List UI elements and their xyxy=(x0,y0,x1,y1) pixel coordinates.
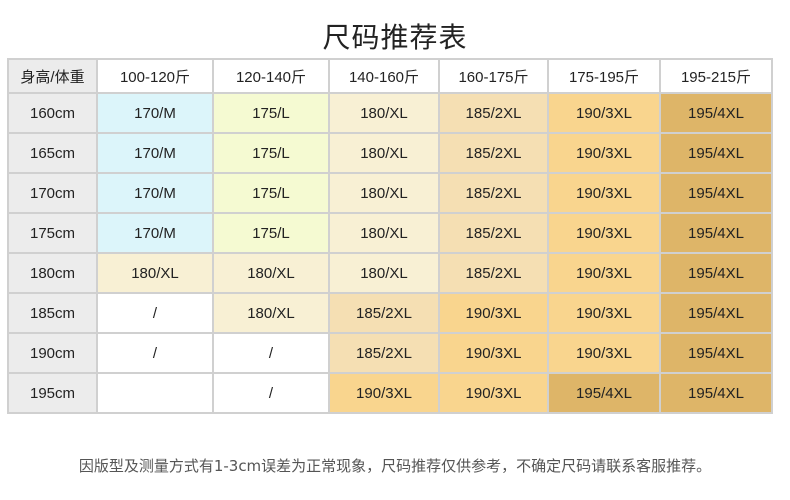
size-cell: / xyxy=(212,372,330,414)
size-cell: 170/M xyxy=(96,212,214,254)
size-cell: 190/3XL xyxy=(438,372,549,414)
row-header-height: 170cm xyxy=(7,172,98,214)
size-cell: 180/XL xyxy=(328,212,440,254)
table-row: 185cm/180/XL 185/2XL 190/3XL 190/3XL 195/4XL xyxy=(7,292,773,334)
table-row: 190cm //185/2XL 190/3XL 190/3XL 195/4XL xyxy=(7,332,773,374)
column-header: 175-195斤 xyxy=(547,58,661,94)
size-cell: 180/XL xyxy=(328,172,440,214)
size-cell: 190/3XL xyxy=(547,332,661,374)
size-cell: 190/3XL xyxy=(547,132,661,174)
size-cell: 195/4XL xyxy=(659,212,773,254)
size-cell: 190/3XL xyxy=(547,212,661,254)
size-cell: 185/2XL xyxy=(438,132,549,174)
corner-header: 身高/体重 xyxy=(7,58,98,94)
row-header-height: 165cm xyxy=(7,132,98,174)
column-header: 140-160斤 xyxy=(328,58,440,94)
size-cell: 195/4XL xyxy=(659,292,773,334)
size-chart-table: 身高/体重 100-120斤 120-140斤 140-160斤 160-175… xyxy=(7,58,773,414)
size-cell: 170/M xyxy=(96,172,214,214)
size-cell: 195/4XL xyxy=(659,332,773,374)
table-row: 195cm/190/3XL 190/3XL 195/4XL 195/4XL xyxy=(7,372,773,414)
size-cell: 190/3XL xyxy=(547,172,661,214)
row-header-height: 190cm xyxy=(7,332,98,374)
size-cell: 180/XL xyxy=(212,252,330,294)
size-cell: 185/2XL xyxy=(328,332,440,374)
size-cell: 190/3XL xyxy=(438,332,549,374)
size-cell: / xyxy=(212,332,330,374)
size-cell: 170/M xyxy=(96,92,214,134)
page-title: 尺码推荐表 xyxy=(322,21,468,54)
size-cell: 195/4XL xyxy=(659,132,773,174)
size-cell: 190/3XL xyxy=(328,372,440,414)
size-cell: 185/2XL xyxy=(438,172,549,214)
size-cell: 180/XL xyxy=(328,252,440,294)
table-row: 170cm 170/M 175/L 180/XL 185/2XL 190/3XL 195/4… xyxy=(7,172,773,214)
table-row: 165cm 170/M 175/L 180/XL 185/2XL 190/3XL 195/4… xyxy=(7,132,773,174)
size-cell: 180/XL xyxy=(328,92,440,134)
size-cell: 195/4XL xyxy=(659,92,773,134)
row-header-height: 175cm xyxy=(7,212,98,254)
row-header-height: 195cm xyxy=(7,372,98,414)
size-cell: 175/L xyxy=(212,132,330,174)
row-header-height: 180cm xyxy=(7,252,98,294)
size-cell: 190/3XL xyxy=(547,292,661,334)
size-cell: 190/3XL xyxy=(547,92,661,134)
size-cell: / xyxy=(96,292,214,334)
size-cell: 170/M xyxy=(96,132,214,174)
size-cell: 190/3XL xyxy=(438,292,549,334)
footnote: 因版型及测量方式有1-3cm误差为正常现象，尺码推荐仅供参考，不确定尺码请联系客… xyxy=(78,457,712,475)
size-cell: 180/XL xyxy=(212,292,330,334)
table-row: 175cm 170/M 175/L 180/XL 185/2XL 190/3XL 195/4… xyxy=(7,212,773,254)
row-header-height: 160cm xyxy=(7,92,98,134)
size-cell: 195/4XL xyxy=(659,372,773,414)
size-cell: 195/4XL xyxy=(659,252,773,294)
size-cell: 195/4XL xyxy=(547,372,661,414)
column-header: 100-120斤 xyxy=(96,58,214,94)
size-cell: 190/3XL xyxy=(547,252,661,294)
size-cell: 180/XL xyxy=(328,132,440,174)
size-cell: 175/L xyxy=(212,212,330,254)
table-row: 160cm 170/M 175/L 180/XL 185/2XL 190/3XL 195/4… xyxy=(7,92,773,134)
column-header: 195-215斤 xyxy=(659,58,773,94)
size-cell: 175/L xyxy=(212,92,330,134)
size-cell: 185/2XL xyxy=(438,252,549,294)
column-header: 160-175斤 xyxy=(438,58,549,94)
size-cell: 175/L xyxy=(212,172,330,214)
row-header-height: 185cm xyxy=(7,292,98,334)
size-cell: 180/XL xyxy=(96,252,214,294)
size-cell: 185/2XL xyxy=(438,92,549,134)
size-cell: / xyxy=(96,332,214,374)
size-cell: 185/2XL xyxy=(328,292,440,334)
table-body: 160cm 170/M 175/L 180/XL 185/2XL 190/3XL 195/4… xyxy=(7,92,773,414)
size-cell: 185/2XL xyxy=(438,212,549,254)
size-cell xyxy=(96,372,214,414)
size-cell: 195/4XL xyxy=(659,172,773,214)
column-header: 120-140斤 xyxy=(212,58,330,94)
table-row: 180cm 180/XL 180/XL 180/XL 185/2XL 190/3XL 195… xyxy=(7,252,773,294)
table-header-row: 身高/体重 100-120斤 120-140斤 140-160斤 160-175… xyxy=(7,58,773,94)
